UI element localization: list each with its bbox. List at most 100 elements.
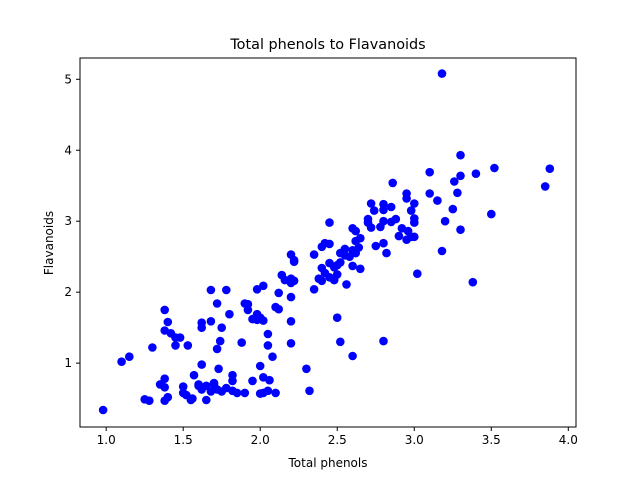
y-axis: 1 2 3 4 5 (64, 72, 80, 370)
data-point (456, 150, 465, 160)
data-point (366, 199, 376, 208)
data-point (342, 280, 351, 289)
y-tick-label: 2 (64, 285, 72, 299)
data-point (425, 189, 435, 198)
data-point (440, 216, 450, 226)
data-point (202, 395, 211, 405)
data-point (259, 281, 268, 291)
data-point (302, 364, 311, 374)
data-point (98, 405, 108, 415)
y-tick-label: 4 (64, 143, 72, 157)
data-point (379, 205, 388, 215)
data-point (348, 351, 357, 361)
data-point (197, 360, 206, 369)
data-point (340, 244, 350, 254)
data-point (336, 258, 345, 267)
data-point (175, 333, 185, 342)
data-point (379, 336, 388, 346)
data-point (274, 304, 284, 314)
x-tick-label: 1.5 (174, 433, 193, 447)
data-point (309, 250, 319, 259)
data-point (125, 352, 134, 362)
chart-title: Total phenols to Flavanoids (229, 37, 425, 53)
data-point (237, 338, 246, 347)
data-point (371, 241, 381, 251)
data-point (332, 313, 342, 323)
data-point (366, 223, 376, 232)
data-point (413, 269, 422, 279)
data-point (289, 276, 299, 286)
data-point (394, 231, 404, 241)
data-point (406, 206, 416, 215)
data-point (197, 318, 206, 328)
data-point (255, 361, 265, 371)
data-point (369, 206, 379, 215)
data-point (268, 352, 277, 362)
x-tick-label: 2.5 (328, 433, 347, 447)
data-point (160, 374, 169, 384)
data-point (490, 163, 499, 173)
data-point (212, 344, 222, 354)
data-point (325, 239, 334, 249)
data-point (545, 164, 555, 173)
x-tick-label: 3.5 (482, 433, 501, 447)
data-point (217, 323, 226, 333)
x-axis-label: Total phenols (288, 456, 368, 470)
data-point (212, 299, 222, 308)
data-point (274, 288, 284, 298)
data-point (382, 248, 391, 258)
data-point (356, 233, 365, 243)
data-point (206, 317, 216, 326)
data-point (468, 277, 478, 287)
x-tick-label: 4.0 (559, 433, 578, 447)
x-tick-label: 2.0 (251, 433, 270, 447)
data-point (259, 316, 268, 325)
y-tick-label: 5 (64, 72, 72, 86)
data-point (289, 257, 299, 267)
data-point (263, 329, 273, 339)
data-point (243, 305, 253, 315)
data-point (263, 341, 273, 350)
data-point (453, 188, 462, 198)
data-point (171, 341, 180, 350)
data-point (286, 317, 296, 326)
data-point (332, 270, 342, 279)
data-point (188, 394, 197, 403)
data-point (386, 202, 396, 212)
data-point (148, 343, 157, 352)
data-point (160, 383, 169, 392)
data-point (351, 226, 361, 236)
data-point (379, 238, 388, 248)
data-point (265, 375, 274, 385)
data-point (189, 370, 199, 380)
data-point (471, 169, 481, 178)
data-point (163, 392, 173, 402)
data-point (286, 292, 296, 302)
data-point (286, 339, 296, 348)
data-point (305, 386, 314, 396)
data-point (178, 382, 188, 391)
data-point (214, 364, 223, 374)
plot-frame (79, 57, 577, 428)
data-point (379, 216, 388, 226)
x-tick-label: 1.0 (97, 433, 116, 447)
x-axis: 1.0 1.5 2.0 2.5 3.0 3.5 4.0 (97, 427, 578, 447)
data-point (433, 196, 442, 205)
data-point (450, 177, 459, 186)
data-point (263, 386, 273, 396)
data-point (222, 285, 231, 295)
data-point (437, 246, 447, 256)
data-point (437, 69, 447, 78)
data-point (163, 317, 173, 327)
y-tick-label: 3 (64, 214, 72, 228)
data-point (354, 243, 364, 252)
data-point (410, 214, 419, 223)
data-point (225, 309, 234, 319)
data-point (248, 376, 257, 386)
data-point (325, 218, 334, 227)
data-point (232, 388, 242, 398)
y-tick-label: 1 (64, 356, 72, 370)
data-point (145, 396, 154, 406)
data-point (336, 337, 345, 347)
